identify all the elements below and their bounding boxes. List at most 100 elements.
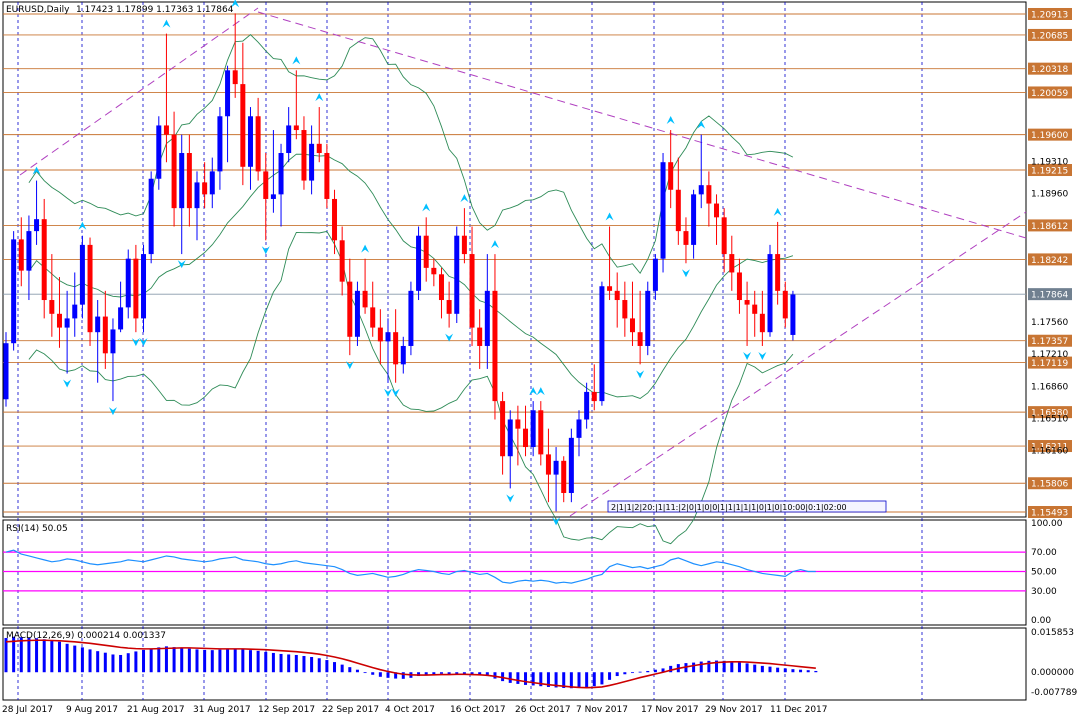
macd-bar [646, 670, 650, 673]
macd-bar [722, 660, 726, 673]
rsi-axis-label: 50.00 [1031, 568, 1057, 578]
candle-body [95, 316, 101, 333]
date-label: 21 Aug 2017 [127, 705, 185, 715]
macd-bar [661, 668, 665, 673]
candle-body [34, 219, 40, 232]
candle-body [484, 290, 490, 346]
macd-bar [317, 658, 321, 673]
candle-body [637, 332, 643, 346]
candle-body [561, 460, 567, 493]
candle-body [736, 272, 742, 301]
horizontal-levels [3, 13, 1026, 513]
macd-bar [615, 672, 619, 677]
fractal-up-icon [315, 93, 324, 102]
candle-body [347, 281, 353, 337]
macd-bar [692, 662, 696, 673]
fractal-down-icon [131, 338, 140, 347]
fractal-down-icon [345, 361, 354, 370]
macd-bar [164, 646, 168, 673]
macd-indicator: 0.015853 0.000000 -0.007789 [4, 628, 1077, 698]
macd-bar [508, 672, 512, 683]
candle-body [668, 162, 674, 190]
trendlines [19, 7, 1027, 517]
macd-bar [180, 647, 184, 673]
macd-bar [210, 650, 214, 673]
macd-bar [172, 647, 176, 673]
candle-body [530, 410, 536, 448]
candle-body [202, 182, 208, 195]
macd-bar [439, 672, 443, 674]
macd-bar [493, 672, 497, 679]
level-label: 1.19215 [1031, 167, 1068, 177]
candle-body [156, 125, 162, 179]
macd-bar [516, 672, 520, 684]
candle-body [232, 70, 238, 85]
candle-body [301, 130, 307, 181]
candle-body [293, 125, 299, 131]
candle-body [523, 428, 529, 448]
macd-bar [814, 670, 818, 673]
candle-body [691, 194, 697, 245]
candle-body [507, 419, 513, 457]
macd-bar [737, 662, 741, 673]
rsi-label: RSI(14) 50.05 [6, 524, 68, 534]
macd-bar [119, 654, 123, 673]
level-label: 1.20685 [1031, 31, 1068, 41]
bollinger-lower [28, 230, 794, 545]
macd-bar [19, 637, 23, 673]
rsi-axis-label: 30.00 [1031, 587, 1057, 597]
candle-body [18, 239, 24, 271]
fractal-up-icon [78, 221, 87, 230]
fractal-down-icon [261, 246, 270, 255]
candle-body [209, 171, 215, 195]
candle-body [698, 185, 704, 195]
macd-bar [462, 672, 466, 674]
price-tick-label: 1.19310 [1031, 157, 1068, 167]
macd-bar [294, 654, 298, 673]
fractal-up-icon [490, 240, 499, 249]
fractal-down-icon [743, 351, 752, 360]
candle-body [607, 286, 613, 291]
level-label: 1.20059 [1031, 89, 1068, 99]
date-axis: 28 Jul 2017 9 Aug 2017 21 Aug 2017 31 Aug 2… [2, 705, 828, 715]
macd-bar [73, 645, 77, 673]
level-label-bg [1028, 62, 1072, 75]
macd-bar [447, 672, 451, 675]
price-tick-label: 1.17560 [1031, 318, 1068, 328]
fractal-down-icon [636, 370, 645, 379]
macd-bar [96, 651, 100, 673]
fractal-up-icon [529, 387, 538, 396]
fractal-down-icon [63, 379, 72, 388]
price-tick-label: 1.17210 [1031, 350, 1068, 360]
level-label: 1.15493 [1031, 509, 1068, 519]
candle-body [416, 235, 422, 291]
candle-body [767, 254, 773, 333]
macd-bar [271, 652, 275, 673]
macd-bar [42, 639, 46, 673]
candle-body [599, 286, 605, 402]
macd-bar [248, 650, 252, 673]
candle-body [370, 307, 376, 328]
macd-bar [531, 672, 535, 686]
macd-bar [623, 672, 627, 675]
candle-body [622, 300, 628, 319]
level-label: 1.18242 [1031, 256, 1068, 266]
macd-bar [524, 672, 528, 685]
macd-bar [501, 672, 505, 682]
fractal-down-icon [506, 494, 515, 503]
macd-bar [218, 649, 222, 673]
macd-bar [799, 669, 803, 673]
candle-body [790, 294, 796, 335]
fractal-down-icon [758, 351, 767, 360]
price-tick-label: 1.18960 [1031, 189, 1068, 199]
fractal-up-icon [32, 166, 41, 175]
macd-bar [539, 672, 543, 687]
candle-body [171, 134, 177, 209]
candle-body [270, 194, 276, 199]
candle-body [278, 153, 284, 195]
period-separator-labels: 2|1|1|2|20:|1|11:|2|0|1|0|0|1|1|1|1|1|0|… [611, 503, 847, 512]
rsi-line [5, 549, 816, 584]
trendline [19, 7, 259, 176]
